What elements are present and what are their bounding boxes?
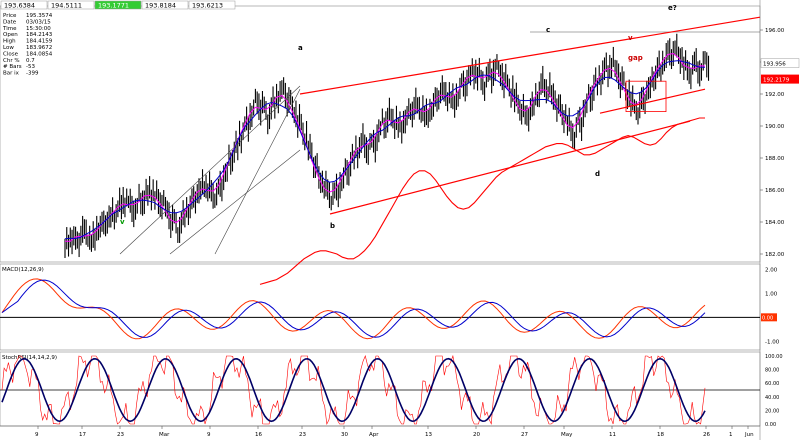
trendline-3: [214, 89, 301, 255]
wave-label-5: v: [628, 34, 633, 42]
macd-line: [1, 278, 706, 340]
macd-badge-bg: [761, 313, 777, 322]
x-tick-label-8: Apr: [369, 432, 379, 438]
info-label-6: Close: [3, 51, 19, 57]
header-value-1: 194.5111: [51, 2, 82, 10]
stoch-tick-3: 40.00: [765, 395, 779, 401]
panel-frame-2: [0, 263, 761, 351]
panel-frame-3: [0, 351, 761, 427]
macd-tick-3: -1.00: [765, 339, 780, 345]
header-box-1: [47, 0, 95, 10]
x-tick-label-4: 9: [207, 432, 211, 438]
info-value-8: -53: [26, 64, 35, 70]
header-value-3: 193.8184: [145, 2, 176, 10]
info-value-5: 183.9672: [26, 45, 52, 51]
macd-signal-line: [1, 279, 706, 338]
gap-box: [625, 80, 667, 112]
macd-tick-1: 1.00: [765, 291, 778, 297]
x-tick-label-7: 30: [341, 432, 348, 438]
stoch-slow-line: [1, 357, 706, 423]
info-value-9: -399: [26, 71, 39, 77]
header-box-2: [94, 0, 142, 10]
price-tick-label-5: 186.00: [765, 188, 785, 194]
wave-label-4: e?: [668, 4, 677, 12]
x-tick-label-1: 17: [79, 432, 86, 438]
info-label-1: Date: [3, 19, 17, 25]
stoch-tick-4: 20.00: [765, 408, 779, 414]
trendline-1: [119, 85, 301, 255]
wave-label-0: a: [298, 44, 303, 52]
x-tick-label-14: 18: [657, 432, 664, 438]
price-tick-label-3: 190.00: [765, 124, 785, 130]
info-label-4: High: [3, 39, 16, 45]
price-tick-label-0: 196.00: [765, 28, 785, 34]
price-tick-label-6: 184.00: [765, 220, 785, 226]
macd-title: MACD(12,26,9): [2, 267, 44, 273]
stoch-tick-5: 0.00: [765, 422, 776, 428]
info-value-7: 0.7: [26, 58, 35, 64]
info-label-7: Chr %: [3, 58, 20, 64]
x-tick-label-12: May: [561, 432, 573, 438]
stoch-tick-1: 80.00: [765, 368, 779, 374]
wave-label-7: gap: [628, 54, 643, 62]
x-tick-label-11: 27: [521, 432, 528, 438]
stoch-title: StochRSI(14,14,2,9): [2, 355, 57, 361]
info-label-5: Low: [3, 45, 14, 51]
wave-label-2: c: [546, 26, 550, 34]
header-value-4: 193.6213: [192, 2, 223, 10]
stoch-tick-0: 100.00: [765, 354, 783, 360]
info-value-1: 03/03/15: [26, 19, 51, 25]
macd-tick-0: 2.00: [765, 267, 778, 273]
wave-label-3: d: [595, 170, 600, 178]
price-tick-label-4: 188.00: [765, 156, 785, 162]
current-price-badge: [761, 74, 799, 84]
x-tick-label-6: 23: [299, 432, 306, 438]
wave-label-6: v: [120, 218, 125, 226]
x-tick-label-10: 20: [473, 432, 480, 438]
x-tick-label-2: 23: [117, 432, 124, 438]
info-label-0: Price: [3, 13, 17, 19]
panel-frame-1: [0, 5, 761, 263]
info-value-3: 184.2143: [26, 32, 53, 38]
header-value-0: 193.6384: [4, 2, 35, 10]
x-tick-label-13: 11: [609, 432, 616, 438]
info-label-2: Time: [2, 26, 17, 32]
x-tick-label-9: 13: [425, 432, 432, 438]
ma-slow-line: [64, 60, 706, 240]
info-value-4: 184.4159: [26, 39, 53, 45]
x-tick-label-3: Mar: [159, 432, 170, 438]
header-box-0: [0, 0, 48, 10]
info-label-8: # Bars: [3, 64, 22, 70]
info-value-0: 195.3574: [26, 13, 53, 19]
channel-mid: [599, 88, 706, 114]
stoch-fast-line: [1, 354, 706, 426]
ma-fast-line: [65, 52, 706, 242]
stoch-tick-2: 60.00: [765, 381, 779, 387]
info-label-9: Bar ix: [3, 71, 20, 77]
x-tick-label-17: Jun: [744, 432, 754, 438]
x-tick-label-16: 1: [729, 432, 733, 438]
last-price-badge: [760, 58, 800, 68]
price-tick-label-2: 192.00: [765, 92, 785, 98]
last-price-text: 193.956: [763, 62, 786, 68]
header-box-4: [188, 0, 236, 10]
trendline-2: [169, 149, 301, 255]
wave-label-1: b: [330, 222, 335, 230]
channel-upper: [299, 16, 761, 95]
current-price-text: 192.2179: [763, 78, 790, 84]
x-tick-label-15: 26: [703, 432, 710, 438]
header-value-2: 193.1771: [98, 2, 129, 10]
header-box-3: [141, 0, 189, 10]
info-label-3: Open: [3, 32, 18, 38]
price-tick-label-7: 182.00: [765, 252, 785, 258]
macd-badge-text: 0.00: [762, 315, 773, 321]
x-tick-label-0: 9: [35, 432, 39, 438]
x-tick-label-5: 16: [255, 432, 262, 438]
info-value-2: 15:30:00: [26, 26, 51, 32]
info-value-6: 184.0854: [26, 51, 53, 57]
channel-lower: [329, 120, 691, 215]
